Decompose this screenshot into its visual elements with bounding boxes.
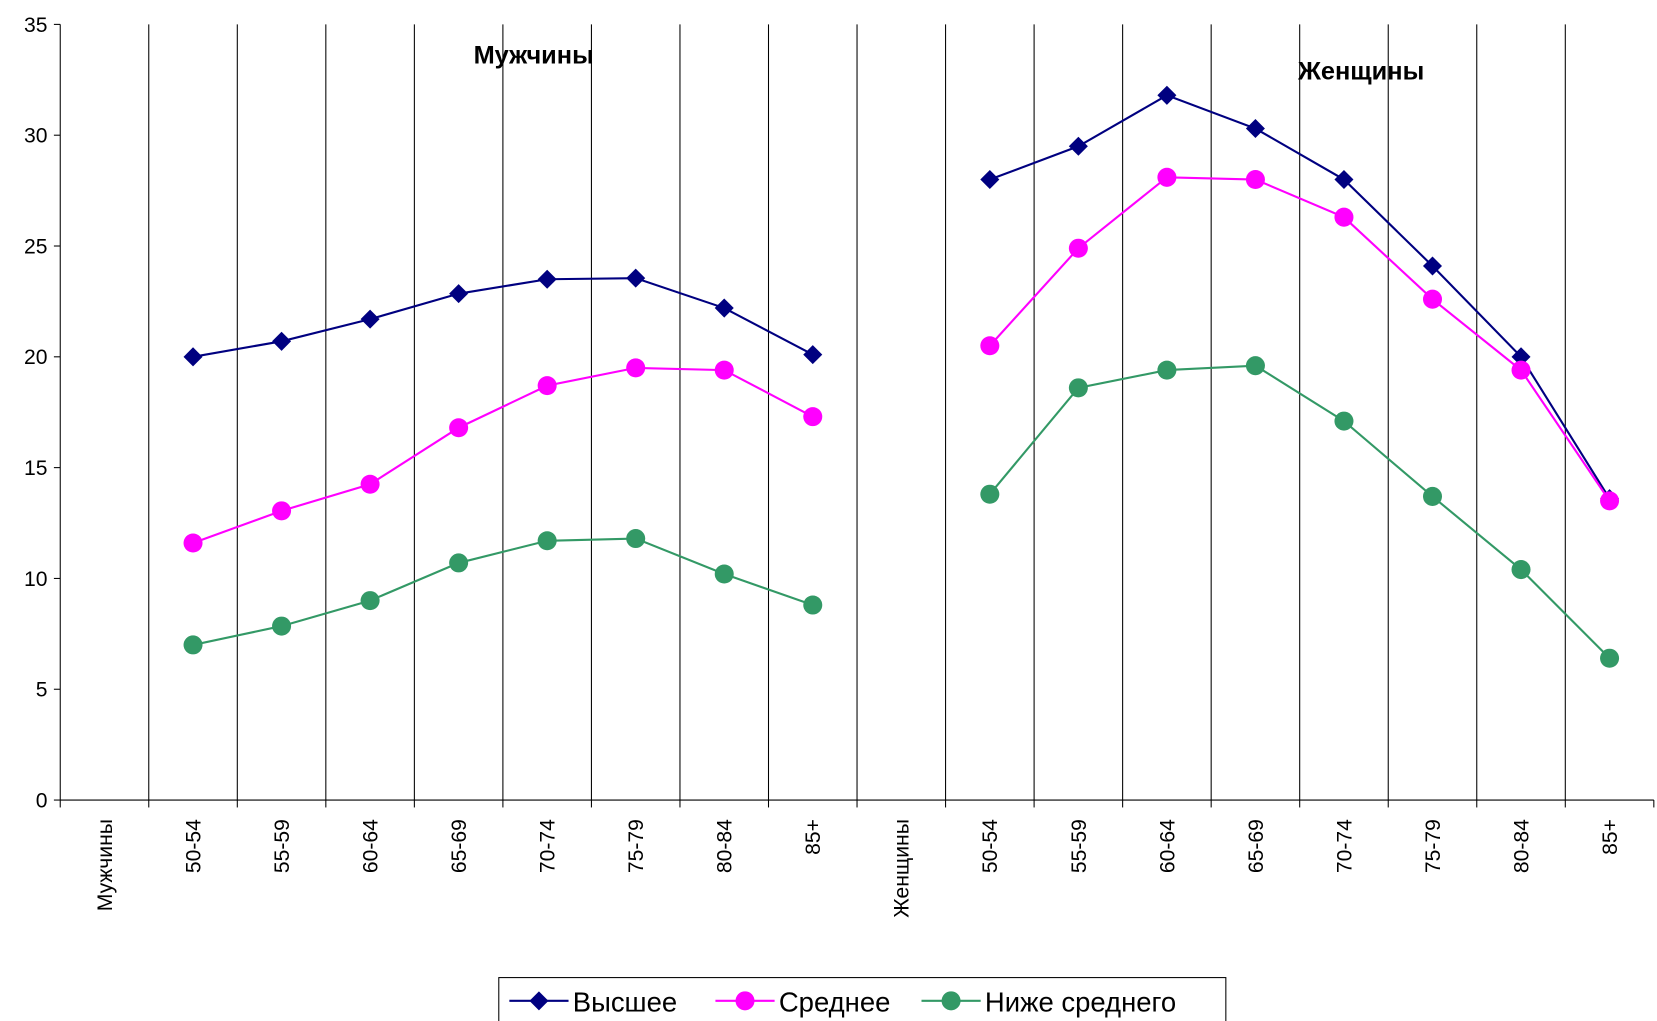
legend-marker bbox=[735, 991, 755, 1011]
x-tick-label: 80-84 bbox=[1510, 819, 1533, 873]
x-tick-label: 60-64 bbox=[359, 819, 382, 873]
data-point bbox=[272, 501, 292, 521]
x-tick-label: 65-69 bbox=[448, 819, 471, 873]
legend-marker bbox=[529, 991, 549, 1011]
data-point bbox=[449, 284, 469, 304]
data-point bbox=[1157, 167, 1177, 187]
data-point bbox=[626, 358, 646, 378]
data-point bbox=[1068, 238, 1088, 258]
legend-marker bbox=[941, 991, 961, 1011]
x-tick-label: 50-54 bbox=[182, 819, 205, 873]
data-point bbox=[1422, 486, 1443, 506]
data-point bbox=[980, 484, 1000, 504]
y-tick-label: 5 bbox=[36, 679, 48, 702]
data-point bbox=[449, 418, 469, 438]
data-point bbox=[449, 553, 469, 573]
legend-label: Ниже среднего bbox=[985, 986, 1176, 1017]
data-point bbox=[1068, 136, 1088, 156]
data-point bbox=[537, 531, 557, 551]
legend-label: Высшее bbox=[573, 986, 677, 1017]
x-tick-label: 65-69 bbox=[1245, 819, 1268, 873]
data-point bbox=[537, 269, 557, 289]
data-point bbox=[183, 635, 203, 655]
annotation: Мужчины bbox=[474, 41, 594, 69]
y-tick-label: 15 bbox=[24, 457, 48, 480]
x-tick-label: 60-64 bbox=[1156, 819, 1179, 873]
series-line bbox=[192, 364, 1611, 659]
data-point bbox=[714, 564, 734, 584]
y-tick-label: 0 bbox=[36, 789, 48, 812]
data-point bbox=[1068, 378, 1088, 398]
series-line bbox=[192, 94, 1611, 500]
data-point bbox=[1422, 289, 1443, 309]
data-point bbox=[803, 595, 823, 615]
x-tick-label: 70-74 bbox=[1333, 819, 1356, 873]
data-point bbox=[1245, 356, 1265, 376]
data-point bbox=[1157, 360, 1177, 380]
x-tick-label: 80-84 bbox=[714, 819, 737, 873]
data-point bbox=[537, 376, 557, 396]
data-point bbox=[1334, 207, 1354, 227]
data-point bbox=[272, 331, 292, 351]
data-point bbox=[1245, 119, 1265, 139]
data-point bbox=[1245, 170, 1265, 190]
data-point bbox=[360, 474, 380, 494]
data-point bbox=[360, 591, 380, 611]
data-point bbox=[626, 529, 646, 549]
annotation: Женщины bbox=[1297, 57, 1424, 85]
x-tick-label: 55-59 bbox=[271, 819, 294, 873]
x-tick-label: 75-79 bbox=[1422, 819, 1445, 873]
y-tick-label: 30 bbox=[24, 125, 48, 148]
x-tick-label: 50-54 bbox=[979, 819, 1002, 873]
data-point bbox=[714, 298, 734, 318]
x-tick-label: Мужчины bbox=[94, 819, 117, 911]
data-point bbox=[1511, 347, 1531, 367]
x-tick-label: 85+ bbox=[802, 819, 825, 855]
data-point bbox=[980, 170, 1000, 190]
legend: Высшее Среднее Ниже среднего bbox=[498, 977, 1227, 1021]
data-point bbox=[1157, 85, 1177, 105]
data-point bbox=[803, 345, 823, 365]
y-tick-label: 20 bbox=[24, 346, 48, 369]
data-point bbox=[272, 616, 292, 636]
x-tick-label: 70-74 bbox=[537, 819, 560, 873]
y-tick-label: 35 bbox=[24, 14, 48, 37]
data-point bbox=[714, 360, 734, 380]
data-point bbox=[183, 533, 203, 553]
data-point bbox=[1600, 491, 1620, 511]
series-line bbox=[192, 176, 1611, 544]
data-point bbox=[1511, 560, 1531, 580]
data-point bbox=[1334, 411, 1354, 431]
x-tick-label: 75-79 bbox=[625, 819, 648, 873]
data-point bbox=[1600, 648, 1620, 668]
x-tick-label: 55-59 bbox=[1068, 819, 1091, 873]
y-tick-label: 25 bbox=[24, 235, 48, 258]
data-point bbox=[183, 347, 203, 367]
data-point bbox=[980, 336, 1000, 356]
data-point bbox=[803, 407, 823, 427]
y-tick-label: 10 bbox=[24, 568, 48, 591]
legend-box bbox=[498, 977, 1227, 1021]
x-tick-label: Женщины bbox=[891, 819, 914, 918]
data-point bbox=[360, 309, 380, 329]
data-point bbox=[1511, 360, 1531, 380]
data-point bbox=[626, 268, 646, 288]
x-tick-label: 85+ bbox=[1599, 819, 1622, 855]
legend-label: Среднее bbox=[779, 986, 891, 1017]
